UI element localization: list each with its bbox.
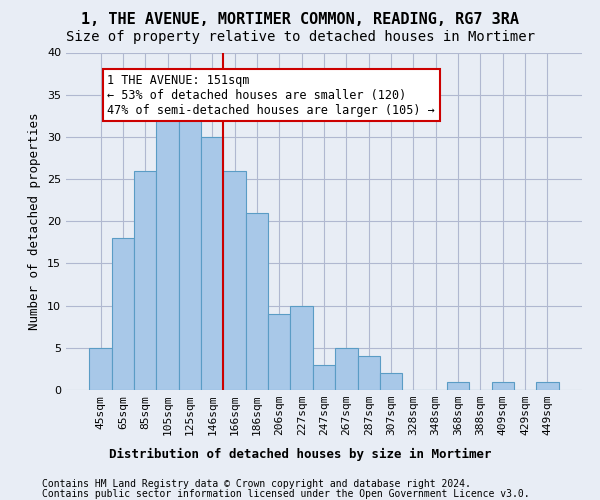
Bar	[112, 238, 134, 390]
Bar	[157, 120, 179, 390]
Text: 1, THE AVENUE, MORTIMER COMMON, READING, RG7 3RA: 1, THE AVENUE, MORTIMER COMMON, READING,…	[81, 12, 519, 28]
Bar	[246, 213, 268, 390]
Y-axis label: Number of detached properties: Number of detached properties	[28, 112, 41, 330]
Bar	[313, 364, 335, 390]
Bar	[223, 170, 246, 390]
Text: Contains public sector information licensed under the Open Government Licence v3: Contains public sector information licen…	[42, 489, 530, 499]
Bar	[335, 348, 358, 390]
Bar	[536, 382, 559, 390]
Bar	[201, 137, 223, 390]
Bar	[134, 170, 157, 390]
Bar	[89, 348, 112, 390]
Text: 1 THE AVENUE: 151sqm
← 53% of detached houses are smaller (120)
47% of semi-deta: 1 THE AVENUE: 151sqm ← 53% of detached h…	[107, 74, 435, 116]
Text: Size of property relative to detached houses in Mortimer: Size of property relative to detached ho…	[65, 30, 535, 44]
Text: Contains HM Land Registry data © Crown copyright and database right 2024.: Contains HM Land Registry data © Crown c…	[42, 479, 471, 489]
Bar	[268, 314, 290, 390]
Text: Distribution of detached houses by size in Mortimer: Distribution of detached houses by size …	[109, 448, 491, 460]
Bar	[380, 373, 402, 390]
Bar	[179, 120, 201, 390]
Bar	[358, 356, 380, 390]
Bar	[447, 382, 469, 390]
Bar	[491, 382, 514, 390]
Bar	[290, 306, 313, 390]
